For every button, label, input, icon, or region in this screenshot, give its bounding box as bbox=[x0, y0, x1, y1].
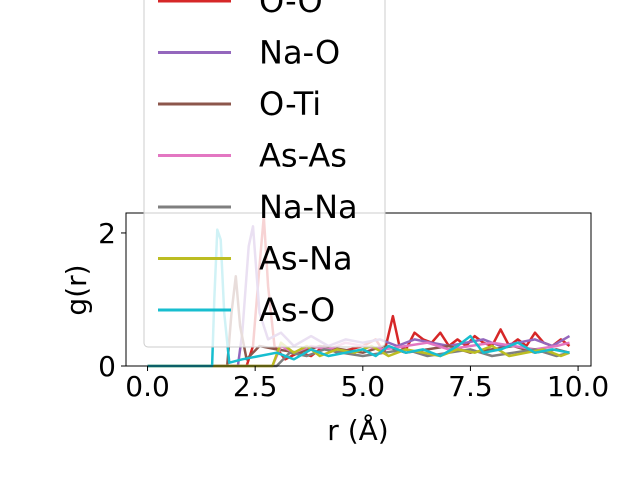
y-axis-label: g(r) bbox=[60, 264, 93, 315]
series-line-as-na bbox=[147, 341, 570, 368]
x-tick-label: 5.0 bbox=[341, 370, 386, 403]
legend-label-o-o: O-O bbox=[259, 0, 323, 20]
y-tick-label: 0 bbox=[98, 350, 116, 383]
x-tick-label: 10.0 bbox=[547, 370, 609, 403]
x-tick-label: 0.0 bbox=[125, 370, 170, 403]
legend: O-O Na-O O-Ti As-As Na-Na As-Na As-O bbox=[143, 0, 386, 348]
legend-label-na-na: Na-Na bbox=[259, 188, 358, 226]
legend-label-as-o: As-O bbox=[259, 291, 335, 329]
axis-ticks: 0.0 2.5 5.0 7.5 10.0 0 2 bbox=[98, 217, 609, 403]
legend-label-na-o: Na-O bbox=[259, 34, 340, 72]
legend-frame bbox=[143, 0, 386, 348]
legend-label-as-na: As-Na bbox=[259, 240, 353, 278]
x-tick-label: 2.5 bbox=[233, 370, 278, 403]
x-tick-label: 7.5 bbox=[448, 370, 493, 403]
x-axis-label: r (Å) bbox=[327, 413, 388, 447]
legend-label-o-ti: O-Ti bbox=[259, 85, 321, 123]
y-tick-label: 2 bbox=[98, 217, 116, 250]
legend-label-as-as: As-As bbox=[259, 137, 347, 175]
